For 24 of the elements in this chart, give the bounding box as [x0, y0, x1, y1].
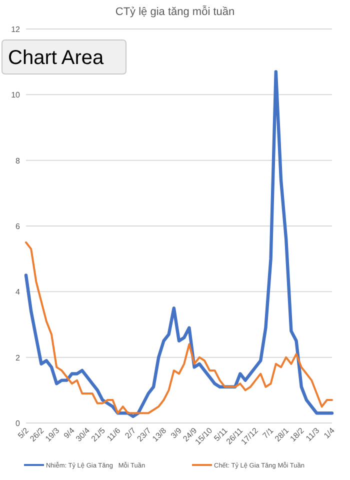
x-tick-label: 26/2 [28, 426, 46, 444]
y-tick-label: 2 [16, 353, 21, 362]
y-tick-label: 0 [16, 419, 21, 428]
x-tick-label: 9/4 [62, 426, 77, 440]
x-tick-label: 2/7 [123, 426, 138, 440]
x-tick-label: 28/1 [273, 426, 291, 444]
y-tick-label: 6 [16, 222, 21, 231]
annotation: Chart Area [8, 47, 104, 69]
x-tick-label: 1/4 [322, 426, 337, 440]
x-tick-label: 11/3 [304, 426, 322, 444]
y-tick-label: 10 [11, 90, 21, 100]
x-tick-label: 3/9 [169, 426, 184, 440]
x-tick-label: 13/8 [150, 426, 168, 444]
line-series [25, 241, 333, 414]
y-tick-label: 8 [16, 156, 21, 166]
x-tick-label: 19/3 [44, 426, 62, 444]
y-tick-label: 12 [11, 25, 21, 34]
x-tick-label: 11/6 [105, 426, 123, 444]
line-series [24, 70, 334, 418]
chart-title: CTỷ lệ gia tăng mỗi tuần [115, 5, 235, 18]
x-tick-label: 5/2 [16, 426, 31, 440]
y-tick-label: 4 [16, 288, 21, 297]
x-tick-label: 18/2 [288, 426, 306, 444]
x-tick-label: 7/1 [260, 426, 276, 440]
